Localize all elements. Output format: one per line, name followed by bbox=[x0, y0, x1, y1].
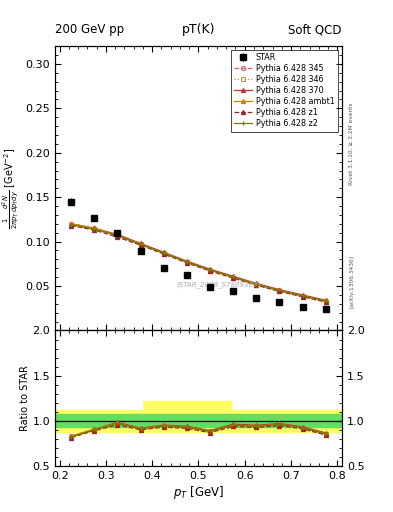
Pythia 6.428 346 bbox=[138, 241, 143, 247]
Line: Pythia 6.428 z2: Pythia 6.428 z2 bbox=[69, 223, 328, 303]
Pythia 6.428 346 bbox=[185, 259, 189, 265]
Pythia 6.428 ambt1 bbox=[300, 293, 305, 299]
Text: [arXiv:1306.3436]: [arXiv:1306.3436] bbox=[349, 255, 354, 308]
Pythia 6.428 345 bbox=[231, 274, 235, 280]
Pythia 6.428 z2 bbox=[300, 293, 305, 299]
Pythia 6.428 z1 bbox=[138, 242, 143, 248]
Pythia 6.428 z2 bbox=[277, 287, 282, 293]
Line: Pythia 6.428 ambt1: Pythia 6.428 ambt1 bbox=[69, 222, 328, 303]
Pythia 6.428 345 bbox=[162, 250, 166, 256]
Text: (STAR_2008_S7869363): (STAR_2008_S7869363) bbox=[176, 282, 261, 288]
Pythia 6.428 z1 bbox=[185, 260, 189, 266]
Pythia 6.428 345 bbox=[254, 281, 259, 287]
Pythia 6.428 z1 bbox=[162, 251, 166, 257]
Pythia 6.428 370 bbox=[162, 249, 166, 255]
Pythia 6.428 345 bbox=[208, 267, 212, 273]
Line: Pythia 6.428 370: Pythia 6.428 370 bbox=[69, 222, 328, 303]
Pythia 6.428 z1 bbox=[277, 288, 282, 294]
Pythia 6.428 345 bbox=[300, 293, 305, 299]
Pythia 6.428 346 bbox=[115, 233, 120, 239]
Pythia 6.428 370 bbox=[300, 292, 305, 298]
Pythia 6.428 345 bbox=[69, 221, 73, 227]
Line: Pythia 6.428 346: Pythia 6.428 346 bbox=[69, 223, 328, 304]
Pythia 6.428 370 bbox=[69, 221, 73, 227]
Pythia 6.428 370 bbox=[254, 280, 259, 286]
Pythia 6.428 z2 bbox=[92, 226, 97, 232]
Legend: STAR, Pythia 6.428 345, Pythia 6.428 346, Pythia 6.428 370, Pythia 6.428 ambt1, : STAR, Pythia 6.428 345, Pythia 6.428 346… bbox=[231, 50, 338, 132]
Pythia 6.428 370 bbox=[138, 240, 143, 246]
Pythia 6.428 z2 bbox=[208, 267, 212, 273]
Text: Rivet 3.1.10, ≥ 3.2M events: Rivet 3.1.10, ≥ 3.2M events bbox=[349, 102, 354, 185]
Pythia 6.428 ambt1 bbox=[254, 281, 259, 287]
Pythia 6.428 ambt1 bbox=[92, 225, 97, 231]
X-axis label: $p_T\ [\mathrm{GeV}]$: $p_T\ [\mathrm{GeV}]$ bbox=[173, 483, 224, 501]
Pythia 6.428 370 bbox=[185, 258, 189, 264]
Pythia 6.428 ambt1 bbox=[208, 267, 212, 273]
Pythia 6.428 z2 bbox=[138, 241, 143, 247]
Pythia 6.428 345 bbox=[323, 298, 328, 304]
Pythia 6.428 ambt1 bbox=[138, 241, 143, 247]
Pythia 6.428 ambt1 bbox=[69, 221, 73, 227]
Pythia 6.428 346 bbox=[231, 275, 235, 281]
Pythia 6.428 ambt1 bbox=[115, 232, 120, 239]
Pythia 6.428 346 bbox=[92, 226, 97, 232]
Pythia 6.428 370 bbox=[277, 287, 282, 293]
Pythia 6.428 z2 bbox=[323, 298, 328, 304]
Text: 200 GeV pp: 200 GeV pp bbox=[55, 23, 124, 36]
Pythia 6.428 z1 bbox=[92, 227, 97, 233]
Pythia 6.428 345 bbox=[92, 225, 97, 231]
Pythia 6.428 346 bbox=[277, 288, 282, 294]
Pythia 6.428 z2 bbox=[231, 274, 235, 280]
Pythia 6.428 ambt1 bbox=[185, 259, 189, 265]
Pythia 6.428 z1 bbox=[231, 275, 235, 281]
Pythia 6.428 370 bbox=[231, 273, 235, 280]
Text: Soft QCD: Soft QCD bbox=[288, 23, 342, 36]
Pythia 6.428 346 bbox=[323, 299, 328, 305]
Pythia 6.428 370 bbox=[323, 297, 328, 303]
Pythia 6.428 z1 bbox=[323, 299, 328, 305]
Y-axis label: Ratio to STAR: Ratio to STAR bbox=[20, 365, 29, 431]
Text: pT(K): pT(K) bbox=[182, 23, 215, 36]
Pythia 6.428 ambt1 bbox=[231, 274, 235, 280]
Pythia 6.428 z1 bbox=[69, 223, 73, 229]
Pythia 6.428 370 bbox=[92, 225, 97, 231]
Pythia 6.428 z2 bbox=[254, 281, 259, 287]
Pythia 6.428 z2 bbox=[162, 250, 166, 256]
Pythia 6.428 z1 bbox=[254, 282, 259, 288]
Line: Pythia 6.428 345: Pythia 6.428 345 bbox=[69, 222, 328, 303]
Pythia 6.428 346 bbox=[254, 282, 259, 288]
Pythia 6.428 z2 bbox=[115, 232, 120, 239]
Pythia 6.428 346 bbox=[162, 250, 166, 256]
Pythia 6.428 z1 bbox=[300, 294, 305, 300]
Pythia 6.428 346 bbox=[69, 222, 73, 228]
Pythia 6.428 346 bbox=[300, 294, 305, 300]
Pythia 6.428 346 bbox=[208, 268, 212, 274]
Y-axis label: $\frac{1}{2\pi p_T}\frac{d^2N}{dp_T dy}\ [\mathrm{GeV}^{-2}]$: $\frac{1}{2\pi p_T}\frac{d^2N}{dp_T dy}\… bbox=[0, 147, 21, 229]
Pythia 6.428 z1 bbox=[208, 268, 212, 274]
Pythia 6.428 370 bbox=[115, 231, 120, 238]
Pythia 6.428 z2 bbox=[185, 259, 189, 265]
Pythia 6.428 345 bbox=[277, 287, 282, 293]
Pythia 6.428 345 bbox=[115, 232, 120, 239]
Pythia 6.428 z2 bbox=[69, 222, 73, 228]
Pythia 6.428 ambt1 bbox=[277, 287, 282, 293]
Line: Pythia 6.428 z1: Pythia 6.428 z1 bbox=[69, 224, 328, 304]
Pythia 6.428 ambt1 bbox=[162, 250, 166, 256]
Pythia 6.428 ambt1 bbox=[323, 298, 328, 304]
Pythia 6.428 345 bbox=[185, 259, 189, 265]
Pythia 6.428 345 bbox=[138, 241, 143, 247]
Pythia 6.428 z1 bbox=[115, 234, 120, 240]
Pythia 6.428 370 bbox=[208, 266, 212, 272]
